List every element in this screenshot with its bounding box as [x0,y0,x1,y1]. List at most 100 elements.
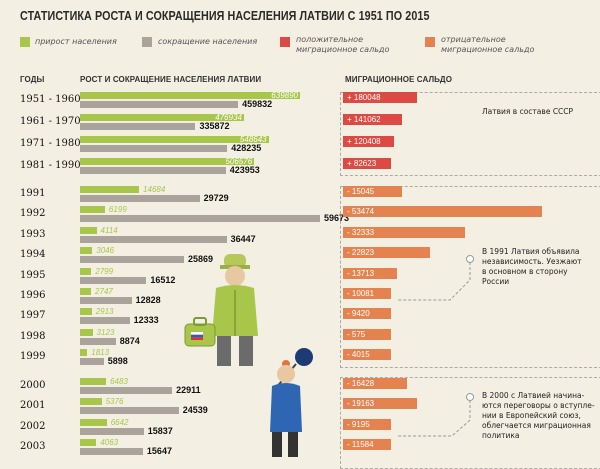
growth-bar [80,92,300,99]
pointer-dot-eu [466,393,474,401]
legend-swatch-positive-migration [280,37,290,47]
bundle-icon [295,348,313,366]
migration-bar: + 180048 [343,92,417,103]
growth-bar [80,186,140,193]
growth-value-label: 6199 [108,205,127,215]
note-box-ussr [340,92,600,176]
emigrant-2000s-illustration [270,348,313,457]
decline-bar [80,145,228,152]
decline-bar [80,235,227,243]
legend-label-growth: прирост населения [35,37,117,46]
note-eu-line: В 2000 с Латвией начина- [482,391,585,400]
decline-bar [80,317,130,325]
decline-bar [80,448,143,456]
year-label: 1993 [20,228,46,240]
decline-value-label: 22911 [176,385,201,395]
migration-bar: - 9195 [343,418,391,430]
pointer-independence [398,262,471,301]
migration-bar: - 16428 [343,378,407,389]
year-label: 2002 [20,420,46,432]
decline-bar [80,256,185,264]
note-eu-line: нии в Европейский союз, [482,411,581,420]
growth-value-label: 1813 [91,348,110,358]
migration-bar: - 9420 [343,308,391,320]
note-eu: В 2000 с Латвией начина- ются переговоры… [482,391,595,441]
year-label: 1991 [20,188,46,199]
decline-value-label: 5898 [107,356,128,367]
cap-icon [224,254,246,268]
migration-bar: - 575 [343,328,391,340]
decline-bar [80,358,104,366]
growth-value-label: 639890 [271,91,298,100]
decline-bar [80,276,147,284]
decline-bar [80,427,144,435]
growth-bar [80,418,107,426]
growth-value-label: 6483 [110,377,128,386]
sweater-icon [270,383,302,432]
chart-title: СТАТИСТИКА РОСТА И СОКРАЩЕНИЯ НАСЕЛЕНИЯ … [20,9,430,23]
growth-bar [80,398,102,406]
year-label: 1992 [20,208,46,220]
decline-value-label: 12333 [133,315,159,326]
year-label: 2000 [20,380,46,391]
decline-value-label: 15647 [146,446,172,457]
decline-bar [80,407,179,415]
migration-bar: + 120408 [343,136,394,147]
note-box-independence [340,186,600,368]
migration-bar: - 4015 [343,349,391,361]
growth-bar [80,267,92,275]
face-icon [225,266,245,286]
decline-value-label: 8874 [119,335,140,346]
pointer-lines [398,255,474,437]
decline-value-label: 59673 [324,213,350,224]
pointer-dot-independence [466,255,474,263]
decline-value-label: 25869 [188,254,214,265]
growth-bar [80,328,93,336]
growth-value-label: 548643 [239,135,267,144]
growth-bar [80,158,255,165]
growth-bar [80,206,105,214]
decline-bar [80,337,116,345]
decline-bar [80,297,132,304]
decline-bar [80,123,196,130]
legend-label-negative-migration: отрицательное миграционное сальдо [441,35,535,54]
emigrant-1990s-illustration [184,254,258,366]
decline-value-label: 29729 [203,193,229,203]
growth-bar [80,114,244,121]
growth-bar [80,378,107,385]
note-ussr: Латвия в составе СССР [482,107,574,116]
decline-value-label: 423953 [229,165,260,175]
growth-value-label: 506576 [225,157,253,166]
migration-bar: - 15045 [343,186,402,197]
legend-label-decline: сокращение населения [158,37,258,46]
decline-bar [80,387,173,394]
growth-value-label: 6642 [110,417,129,427]
legend-swatch-growth [20,37,30,47]
growth-value-label: 2799 [95,266,114,276]
year-label: 2001 [20,400,46,412]
growth-value-label: 3123 [96,327,115,337]
note-independence-line: России [482,277,510,286]
year-label: 1961 - 1970 [20,116,81,127]
growth-bar [80,439,97,447]
growth-value-label: 2913 [95,307,114,317]
migration-bar: - 13713 [343,267,397,279]
year-label: 2003 [20,441,46,453]
header-population: РОСТ И СОКРАЩЕНИЕ НАСЕЛЕНИЯ ЛАТВИИ [80,75,262,84]
growth-value-label: 3046 [96,246,115,256]
year-label: 1994 [20,249,46,261]
growth-value-label: 2747 [95,287,113,296]
decline-value-label: 16512 [150,274,176,285]
year-label: 1981 - 1990 [20,160,81,171]
note-independence-line: в основном в сторону [482,267,568,276]
decline-value-label: 36447 [230,233,256,244]
growth-value-label: 5376 [105,397,124,407]
decline-bar [80,101,239,108]
pointer-eu [398,400,471,437]
growth-bar [80,349,88,357]
note-independence-line: независимость. Уезжают [482,257,582,266]
decline-bar [80,167,226,174]
legend-swatch-negative-migration [425,37,435,47]
year-label: 1951 - 1960 [20,94,81,105]
note-independence-line: В 1991 Латвия объявила [482,247,580,256]
